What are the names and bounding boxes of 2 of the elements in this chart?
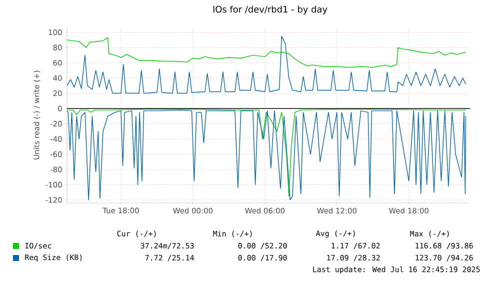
chart-title: IOs for /dev/rbd1 - by day	[213, 6, 328, 14]
line-series	[67, 36, 466, 94]
